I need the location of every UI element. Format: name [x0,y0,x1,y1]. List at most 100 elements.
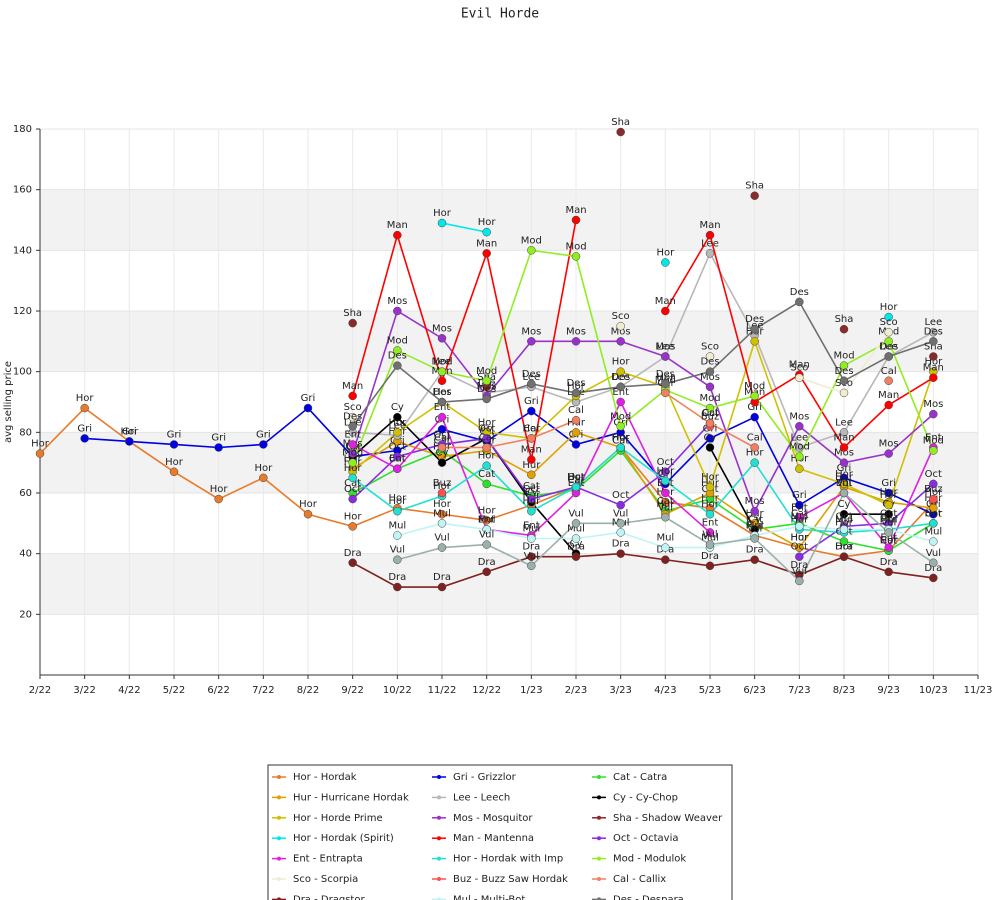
legend-label: Buz - Buzz Saw Hordak [453,874,568,885]
point-label: Hor [612,433,631,444]
data-point [571,534,581,543]
data-point [527,434,536,443]
point-label: Oct [925,469,942,480]
data-point [705,482,715,492]
point-label: Cat [612,436,629,447]
x-tick-label: 11/23 [964,685,993,696]
point-label: Hor [165,457,184,468]
point-label: Mos [923,399,943,410]
point-label: Gri [792,490,807,501]
data-point [884,509,893,519]
point-label: Lee [790,433,808,444]
legend-label: Sha - Shadow Weaver [613,813,723,824]
data-point [169,467,179,477]
point-label: Sha [924,342,943,353]
legend-label: Des - Despara [613,894,684,900]
x-tick-label: 6/22 [207,685,229,696]
point-label: Mul [924,527,942,538]
grid-band [40,553,978,615]
point-label: Cal [523,423,539,434]
series-line [352,300,934,427]
data-point [348,440,357,449]
legend-swatch [277,815,281,820]
point-label: Mod [565,241,586,252]
point-label: Mos [700,372,720,383]
point-label: Man [476,238,497,249]
data-point [527,534,536,543]
point-label: Cy [570,539,583,550]
data-point [929,494,938,504]
data-point [705,540,715,549]
point-label: Hur [790,533,809,544]
point-label: Ent [478,514,495,525]
point-label: Mul [478,514,496,525]
legend-label: Gri - Grizzlor [453,772,517,783]
point-label: Mos [834,448,854,459]
data-point [750,443,759,452]
point-label: Lee [880,342,898,353]
data-point [839,376,849,386]
data-point [795,576,804,586]
point-label: Mos [879,439,899,450]
data-point [571,519,581,528]
data-point [348,422,357,431]
point-label: Ent [880,533,897,544]
data-point [437,367,447,376]
point-label: Ent [434,402,451,413]
data-point [437,397,447,407]
legend-label: Dra - Dragstor [293,894,365,900]
point-label: Gri [301,393,316,404]
data-point [839,388,849,398]
point-label: Lee [835,417,853,428]
data-point [884,567,893,577]
data-point [527,494,536,504]
data-point [571,415,581,425]
series-line [352,338,935,507]
data-point [259,440,268,449]
data-point [527,337,536,346]
point-label: Vul [926,548,941,559]
point-label: Mod [387,335,408,346]
x-tick-label: 8/23 [833,685,855,696]
point-label: Cy [391,402,404,413]
point-label: Des [834,366,853,377]
point-label: Hor [210,484,229,495]
point-label: Vul [702,530,717,541]
point-label: Hor [880,490,899,501]
data-point [348,318,357,328]
point-label: Gri [122,426,137,437]
legend-label: Hur - Hurricane Hordak [293,792,409,803]
data-point [795,297,804,307]
point-label: Mod [342,448,363,459]
point-label: Cat [523,481,540,492]
point-label: Hor [388,417,407,428]
data-point [482,479,491,489]
point-label: Cat [567,475,584,486]
point-label: Dra [388,572,406,583]
data-point [661,379,670,389]
data-point [437,519,447,528]
data-point [884,543,893,552]
point-label: Gri [881,478,896,489]
legend-box [267,764,733,900]
point-label: Mod [744,381,765,392]
legend-swatch [437,815,441,820]
point-label: Des [700,357,719,368]
point-label: Gri [837,463,852,474]
point-label: Des [432,387,451,398]
data-point [661,476,670,486]
series-line [351,249,935,463]
data-point [571,482,581,492]
point-label: Des [745,314,764,325]
data-point [482,227,491,237]
grid-band [40,189,978,251]
point-label: Des [477,384,496,395]
data-point [705,382,715,392]
data-point [571,252,581,261]
data-point [527,552,536,561]
data-point [705,434,715,443]
point-label: Des [343,411,362,422]
point-label: Ent [612,387,629,398]
point-label: Ent [389,454,406,465]
legend-swatch [597,815,601,820]
